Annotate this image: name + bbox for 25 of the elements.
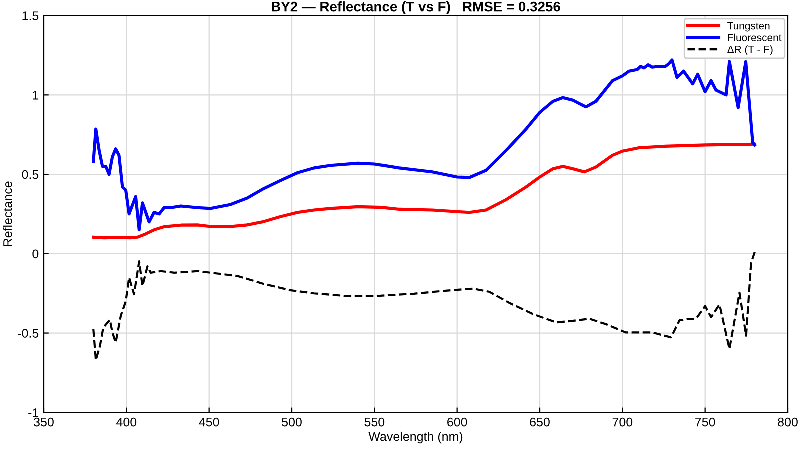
x-tick-label: 500: [282, 418, 302, 427]
x-tick-label: 600: [448, 418, 468, 427]
y-tick-label: 0.5: [22, 170, 39, 180]
x-tick-label: 700: [612, 418, 633, 427]
y-tick-label: -1: [28, 408, 39, 418]
legend-label: Fluorescent: [728, 34, 782, 42]
x-axis-title: Wavelength (nm): [368, 432, 463, 444]
x-tick-label: 350: [34, 418, 54, 427]
x-tick-label: 550: [364, 418, 385, 427]
line-series: [92, 58, 756, 232]
y-tick-label: 0: [32, 250, 39, 259]
legend-label: Tungsten: [728, 22, 770, 32]
x-tick-label: 400: [116, 418, 137, 427]
x-tick-label: 750: [696, 418, 716, 427]
y-tick-label: -0.5: [18, 329, 39, 338]
line-series: [92, 251, 756, 362]
y-axis-title: Reflectance: [3, 182, 12, 246]
x-tick-label: 650: [530, 418, 550, 427]
y-tick-label: 1: [33, 91, 39, 100]
x-tick-label: 800: [778, 418, 798, 427]
legend-label: ΔR (T - F): [728, 46, 773, 56]
y-tick-label: 1.5: [22, 12, 39, 20]
x-tick-label: 450: [199, 418, 220, 427]
line-series: [92, 142, 756, 240]
chart-title: BY2 — Reflectance (T vs F) RMSE = 0.3256: [272, 2, 560, 14]
